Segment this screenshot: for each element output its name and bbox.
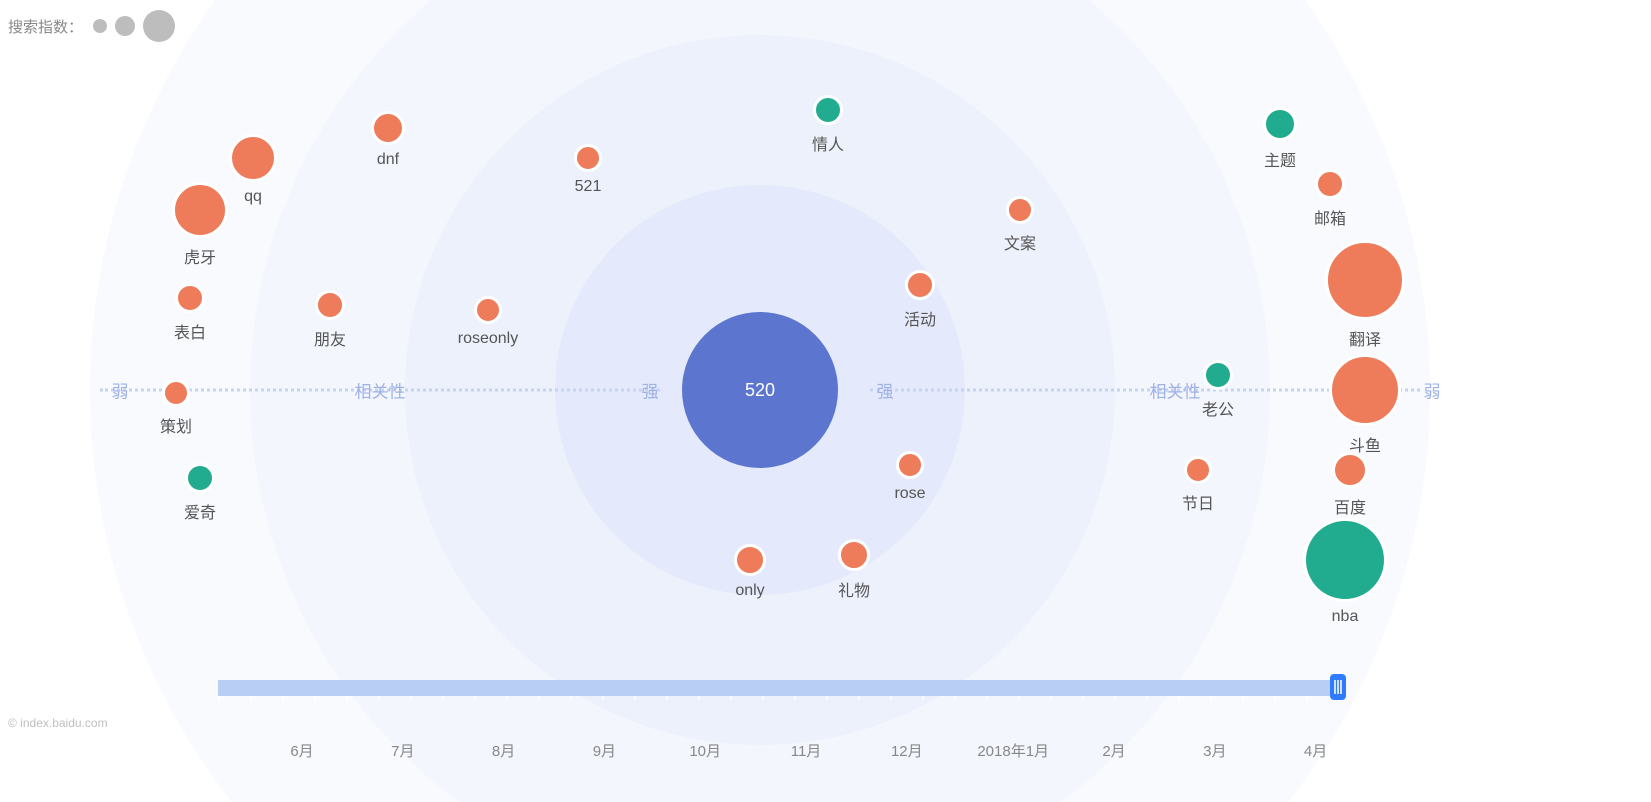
keyword-label: 老公 xyxy=(1202,396,1234,420)
keyword-bubble[interactable] xyxy=(1006,196,1034,224)
keyword-bubble[interactable] xyxy=(185,463,215,493)
keyword-bubble[interactable] xyxy=(1315,169,1345,199)
axis-label: 强 xyxy=(642,378,659,403)
keyword-label: 邮箱 xyxy=(1314,205,1346,229)
keyword-label: 521 xyxy=(575,178,602,196)
index-dot-med xyxy=(115,16,135,36)
keyword-bubble[interactable] xyxy=(574,144,602,172)
keyword-label: roseonly xyxy=(458,330,518,348)
keyword-bubble[interactable] xyxy=(229,134,277,182)
keyword-label: 表白 xyxy=(174,319,206,343)
keyword-label: 爱奇 xyxy=(184,499,216,523)
timeline-month-label: 2月 xyxy=(1102,740,1125,761)
keyword-bubble[interactable] xyxy=(1332,452,1368,488)
timeline-month-label: 11月 xyxy=(791,740,822,761)
keyword-label: 礼物 xyxy=(838,577,870,601)
timeline-month-label: 8月 xyxy=(492,740,515,761)
keyword-bubble[interactable] xyxy=(905,270,935,300)
keyword-bubble[interactable] xyxy=(162,379,190,407)
keyword-bubble[interactable] xyxy=(734,544,766,576)
keyword-label: 节日 xyxy=(1182,490,1214,514)
timeline-ticks xyxy=(218,696,1338,700)
bubble-chart: 弱相关性强强相关性弱520情人521dnfqq虎牙文案活动表白朋友roseonl… xyxy=(0,70,1520,660)
keyword-label: 百度 xyxy=(1334,494,1366,518)
keyword-label: 虎牙 xyxy=(184,244,216,268)
keyword-bubble[interactable] xyxy=(1303,518,1387,602)
keyword-label: only xyxy=(735,582,764,600)
axis-label: 强 xyxy=(877,378,894,403)
keyword-label: 策划 xyxy=(160,413,192,437)
index-dot-large xyxy=(143,10,175,42)
timeline-month-label: 12月 xyxy=(891,740,923,761)
keyword-bubble[interactable] xyxy=(1329,354,1401,426)
keyword-label: 文案 xyxy=(1004,230,1036,254)
keyword-label: dnf xyxy=(377,151,399,169)
legend-index-label: 搜索指数： xyxy=(8,16,83,37)
keyword-label: nba xyxy=(1332,608,1359,626)
center-bubble[interactable]: 520 xyxy=(682,312,838,468)
legend-index-dots xyxy=(93,10,175,42)
keyword-bubble[interactable] xyxy=(172,182,228,238)
timeline-month-label: 3月 xyxy=(1203,740,1226,761)
watermark: © index.baidu.com xyxy=(8,716,108,730)
axis-label: 相关性 xyxy=(355,378,406,403)
timeline-month-label: 6月 xyxy=(290,740,313,761)
keyword-bubble[interactable] xyxy=(1184,456,1212,484)
keyword-label: 朋友 xyxy=(314,326,346,350)
timeline-month-label: 2018年1月 xyxy=(977,740,1049,761)
keyword-bubble[interactable] xyxy=(315,290,345,320)
keyword-bubble[interactable] xyxy=(1263,107,1297,141)
keyword-bubble[interactable] xyxy=(1325,240,1405,320)
axis-label: 弱 xyxy=(1424,378,1441,403)
axis-label: 相关性 xyxy=(1150,378,1201,403)
timeline-month-label: 10月 xyxy=(689,740,721,761)
timeline-month-label: 4月 xyxy=(1304,740,1327,761)
keyword-bubble[interactable] xyxy=(1203,360,1233,390)
index-dot-small xyxy=(93,19,107,33)
keyword-label: qq xyxy=(244,188,262,206)
axis-label: 弱 xyxy=(112,378,129,403)
timeline-month-label: 9月 xyxy=(593,740,616,761)
keyword-label: 翻译 xyxy=(1349,326,1381,350)
timeline-month-label: 7月 xyxy=(391,740,414,761)
keyword-bubble[interactable] xyxy=(838,539,870,571)
keyword-label: 情人 xyxy=(812,131,844,155)
keyword-bubble[interactable] xyxy=(813,95,843,125)
keyword-bubble[interactable] xyxy=(175,283,205,313)
keyword-bubble[interactable] xyxy=(371,111,405,145)
keyword-bubble[interactable] xyxy=(474,296,502,324)
keyword-label: 活动 xyxy=(904,306,936,330)
keyword-label: 主题 xyxy=(1264,147,1296,171)
timeline-slider[interactable] xyxy=(218,680,1338,696)
keyword-label: rose xyxy=(894,485,925,503)
keyword-bubble[interactable] xyxy=(896,451,924,479)
timeline-handle[interactable] xyxy=(1330,674,1346,700)
